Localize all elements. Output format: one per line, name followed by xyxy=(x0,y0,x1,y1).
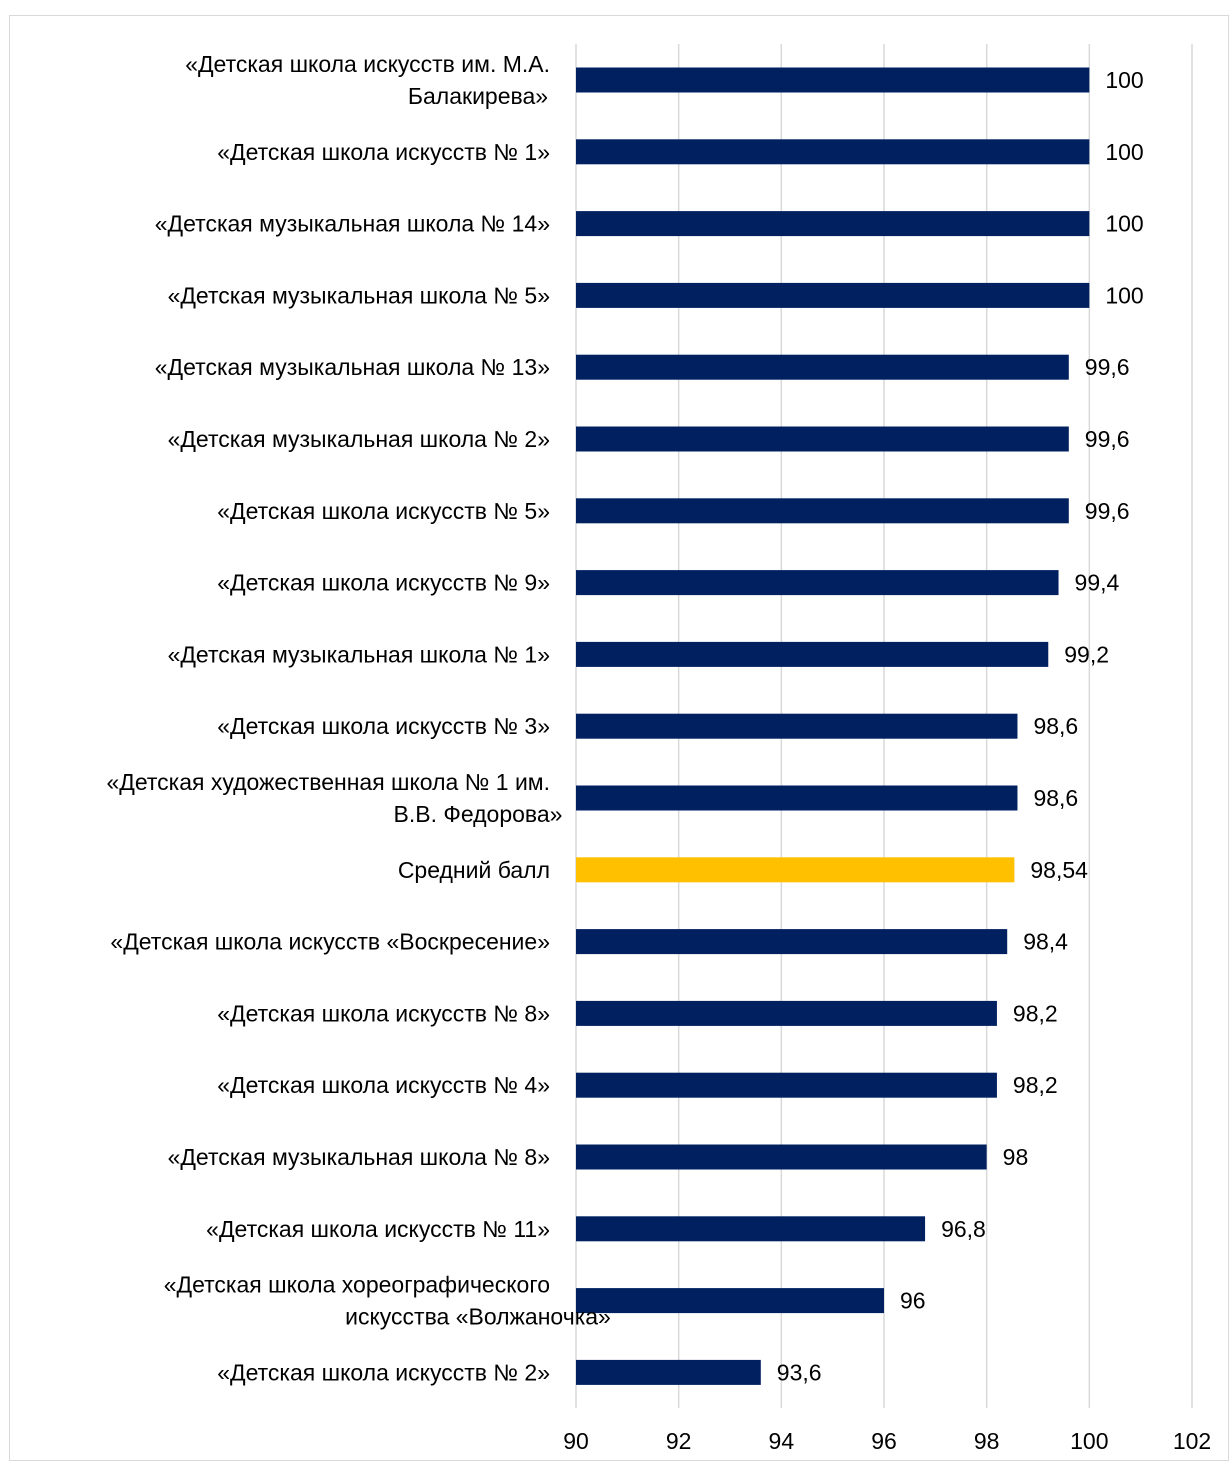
x-tick-label: 90 xyxy=(563,1428,589,1454)
data-label: 99,6 xyxy=(1085,426,1130,452)
category-label-line: «Детская школа искусств № 2» xyxy=(217,1359,550,1385)
category-label-line: «Детская школа искусств им. М.А. xyxy=(185,51,550,77)
bar xyxy=(576,1359,761,1385)
data-label: 100 xyxy=(1105,139,1143,165)
category-label-line: «Детская школа хореографического xyxy=(164,1272,550,1298)
bar xyxy=(576,929,1008,955)
bar xyxy=(576,354,1069,380)
category-label-line: «Детская музыкальная школа № 8» xyxy=(168,1144,550,1170)
bar xyxy=(576,641,1049,667)
x-tick-label: 100 xyxy=(1070,1428,1108,1454)
data-label: 99,2 xyxy=(1064,641,1109,667)
category-label: «Детская школа искусств № 2» xyxy=(217,1359,550,1385)
category-label: «Детская школа искусств № 9» xyxy=(217,570,550,596)
x-axis-ticks: 90 92 94 96 98 100 102 xyxy=(563,1428,1211,1454)
x-tick-label: 96 xyxy=(871,1428,897,1454)
category-label-line: искусства «Волжаночка» xyxy=(345,1304,611,1330)
data-label: 96,8 xyxy=(941,1216,986,1242)
x-tick-label: 98 xyxy=(974,1428,1000,1454)
data-label: 98,2 xyxy=(1013,1072,1058,1098)
bar-average xyxy=(576,857,1015,883)
category-label-line: «Детская школа искусств «Воскресение» xyxy=(110,929,550,955)
bar xyxy=(576,713,1018,739)
x-tick-label: 102 xyxy=(1173,1428,1211,1454)
bar xyxy=(576,426,1069,452)
category-label: «Детская музыкальная школа № 1» xyxy=(168,641,550,667)
category-label-line: «Детская музыкальная школа № 1» xyxy=(168,641,550,667)
category-label-line: «Детская музыкальная школа № 2» xyxy=(168,426,550,452)
category-label-line: «Детская школа искусств № 4» xyxy=(217,1072,550,1098)
category-label-line: «Детская школа искусств № 1» xyxy=(217,139,550,165)
bars xyxy=(576,67,1090,1385)
category-label-line: «Детская музыкальная школа № 13» xyxy=(155,354,550,380)
data-label: 99,6 xyxy=(1085,354,1130,380)
data-label: 100 xyxy=(1105,67,1143,93)
bar xyxy=(576,1144,987,1170)
bar xyxy=(576,67,1090,93)
data-labels: 100 100 100 100 99,6 99,6 99,6 99,4 99,2 98,6 98,6… xyxy=(777,67,1144,1385)
bar xyxy=(576,282,1090,308)
bar xyxy=(576,1216,926,1242)
data-label: 99,4 xyxy=(1075,570,1120,596)
category-label-line: «Детская школа искусств № 3» xyxy=(217,713,550,739)
category-label-line: «Детская школа искусств № 5» xyxy=(217,498,550,524)
bar xyxy=(576,570,1059,596)
x-tick-label: 92 xyxy=(666,1428,692,1454)
category-label-line: «Детская школа искусств № 11» xyxy=(206,1216,550,1242)
category-label-line: «Детская музыкальная школа № 14» xyxy=(155,211,550,237)
data-label: 100 xyxy=(1105,282,1143,308)
category-label-line: «Детская музыкальная школа № 5» xyxy=(168,282,550,308)
bar xyxy=(576,139,1090,165)
data-label: 98,54 xyxy=(1030,857,1088,883)
category-labels: «Детская школа искусств им. М.А. Балакире… xyxy=(106,51,610,1385)
bar xyxy=(576,498,1069,524)
category-label: Средний балл xyxy=(398,857,550,883)
category-label-line: Средний балл xyxy=(398,857,550,883)
category-label: «Детская школа искусств № 5» xyxy=(217,498,550,524)
data-label: 98,4 xyxy=(1023,929,1068,955)
bar xyxy=(576,211,1090,237)
category-label-line: Балакирева» xyxy=(408,83,548,109)
category-label-line: «Детская школа искусств № 9» xyxy=(217,570,550,596)
category-label: «Детская музыкальная школа № 8» xyxy=(168,1144,550,1170)
data-label: 100 xyxy=(1105,211,1143,237)
category-label: «Детская школа искусств № 4» xyxy=(217,1072,550,1098)
category-label: «Детская музыкальная школа № 14» xyxy=(155,211,550,237)
category-label: «Детская школа искусств им. М.А. Балакире… xyxy=(185,51,550,109)
category-label-line: «Детская художественная школа № 1 им. xyxy=(106,769,550,795)
category-label: «Детская школа искусств № 8» xyxy=(217,1000,550,1026)
x-tick-label: 94 xyxy=(769,1428,795,1454)
category-label: «Детская школа хореографического искусств… xyxy=(164,1272,611,1330)
bar xyxy=(576,785,1018,811)
data-label: 98,6 xyxy=(1033,785,1078,811)
data-label: 93,6 xyxy=(777,1359,822,1385)
category-label: «Детская школа искусств «Воскресение» xyxy=(110,929,550,955)
category-label: «Детская художественная школа № 1 им. В.В… xyxy=(106,769,562,827)
category-label: «Детская школа искусств № 11» xyxy=(206,1216,550,1242)
category-label: «Детская музыкальная школа № 13» xyxy=(155,354,550,380)
data-label: 99,6 xyxy=(1085,498,1130,524)
bar xyxy=(576,1288,884,1314)
category-label-line: В.В. Федорова» xyxy=(394,801,563,827)
category-label: «Детская музыкальная школа № 2» xyxy=(168,426,550,452)
data-label: 98 xyxy=(1003,1144,1029,1170)
category-label: «Детская школа искусств № 3» xyxy=(217,713,550,739)
data-label: 98,6 xyxy=(1033,713,1078,739)
data-label: 96 xyxy=(900,1288,926,1314)
category-label: «Детская школа искусств № 1» xyxy=(217,139,550,165)
bar xyxy=(576,1000,997,1026)
category-label: «Детская музыкальная школа № 5» xyxy=(168,282,550,308)
bar xyxy=(576,1072,997,1098)
data-label: 98,2 xyxy=(1013,1000,1058,1026)
category-label-line: «Детская школа искусств № 8» xyxy=(217,1000,550,1026)
